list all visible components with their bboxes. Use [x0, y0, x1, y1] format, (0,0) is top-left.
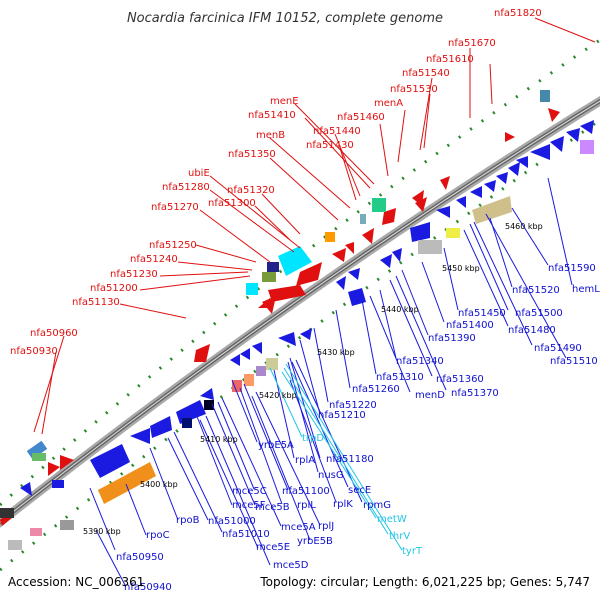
gene-label[interactable]: yrbE5B [297, 536, 333, 547]
gene-label[interactable]: yrbE5A [258, 440, 294, 451]
gene-label[interactable]: nfa51130 [72, 297, 120, 308]
kbp-scale: 5390 kbp 5400 kbp 5410 kbp 5420 kbp 5430… [83, 222, 543, 536]
gene-label[interactable]: nfa51670 [448, 38, 496, 49]
gene-label[interactable]: metW [377, 514, 407, 525]
gene-label[interactable]: rplA [295, 455, 315, 466]
gene-label[interactable]: menB [256, 130, 285, 141]
gene-label[interactable]: nfa51430 [306, 140, 354, 151]
gene-label[interactable]: nfa51200 [90, 283, 138, 294]
gene-label[interactable]: nfa51590 [548, 263, 596, 274]
map-title: Nocardia farcinica IFM 10152, complete g… [127, 11, 443, 26]
gene-label[interactable]: tyrT [402, 546, 423, 557]
gene-label[interactable]: nfa51520 [512, 285, 560, 296]
gene-label[interactable]: nfa51010 [222, 529, 270, 540]
kbp-tick-label: 5420 kbp [259, 391, 297, 400]
gene-label[interactable]: hemL [572, 284, 600, 295]
kbp-tick-label: 5410 kbp [200, 435, 238, 444]
kbp-tick-label: 5400 kbp [140, 480, 178, 489]
gene-label[interactable]: thrV [389, 531, 410, 542]
dotted-track-outer [0, 38, 600, 572]
gene-label[interactable]: nfa51260 [352, 384, 400, 395]
gene-label[interactable]: nfa51350 [228, 149, 276, 160]
gene-label[interactable]: nfa51540 [402, 68, 450, 79]
gene-label[interactable]: rplJ [318, 521, 334, 532]
kbp-tick-label: 5430 kbp [317, 348, 355, 357]
gene-label[interactable]: nfa51480 [508, 325, 556, 336]
gene-label[interactable]: nfa51440 [313, 126, 361, 137]
gene-label[interactable]: nfa51370 [451, 388, 499, 399]
gene-label[interactable]: nfa51210 [318, 410, 366, 421]
kbp-tick-label: 5390 kbp [83, 527, 121, 536]
gene-label[interactable]: nfa51820 [494, 8, 542, 19]
gene-label[interactable]: secE [348, 485, 371, 496]
rna-leader-lines [269, 363, 403, 551]
gene-label[interactable]: nfa51280 [162, 182, 210, 193]
gene-label[interactable]: nfa51410 [248, 110, 296, 121]
gene-label[interactable]: rpoB [176, 515, 200, 526]
gene-label[interactable]: menA [374, 98, 403, 109]
gene-label[interactable]: nfa51450 [458, 308, 506, 319]
gene-label[interactable]: mce5D [273, 560, 309, 571]
feature-boxes-bottom [8, 140, 594, 550]
forward-gene-track [0, 108, 560, 526]
gene-label[interactable]: rplL [297, 500, 316, 511]
gene-label[interactable]: nfa51240 [130, 254, 178, 265]
gene-label[interactable]: mce5F [232, 500, 266, 511]
gene-label[interactable]: nfa50950 [116, 552, 164, 563]
gene-label[interactable]: nfa51310 [376, 372, 424, 383]
gene-label[interactable]: nfa51100 [282, 486, 330, 497]
gene-label[interactable]: nfa51390 [428, 333, 476, 344]
gene-label[interactable]: nfa51000 [208, 516, 256, 527]
kbp-tick-label: 5440 kbp [381, 305, 419, 314]
gene-label[interactable]: nfa51530 [390, 84, 438, 95]
gene-label[interactable]: menE [270, 96, 299, 107]
gene-label[interactable]: rpoC [146, 530, 170, 541]
gene-label[interactable]: nfa51610 [426, 54, 474, 65]
gene-label[interactable]: mce5E [256, 542, 290, 553]
gene-label[interactable]: nfa51460 [337, 112, 385, 123]
kbp-tick-label: 5450 kbp [442, 264, 480, 273]
gene-label[interactable]: nfa51500 [515, 308, 563, 319]
gene-label[interactable]: nfa51220 [329, 400, 377, 411]
gene-label[interactable]: nusG [318, 470, 344, 481]
feature-boxes-top [26, 90, 550, 461]
gene-label[interactable]: mce5A [281, 522, 316, 533]
gene-label[interactable]: ubiE [188, 168, 210, 179]
genome-info-label: Topology: circular; Length: 6,021,225 bp… [259, 575, 590, 589]
kbp-tick-label: 5460 kbp [505, 222, 543, 231]
gene-label[interactable]: nfa51340 [396, 356, 444, 367]
gene-label[interactable]: rplK [333, 499, 353, 510]
gene-label[interactable]: rpmG [363, 500, 391, 511]
gene-label[interactable]: nfa51360 [436, 374, 484, 385]
accession-label: Accession: NC_006361 [8, 575, 144, 589]
gene-label[interactable]: nfa50940 [124, 582, 172, 593]
gene-label[interactable]: nfa51400 [446, 320, 494, 331]
gene-label[interactable]: nfa51490 [534, 343, 582, 354]
gene-label[interactable]: mce5B [255, 502, 290, 513]
gene-label[interactable]: nfa51320 [227, 185, 275, 196]
bottom-leader-lines [89, 177, 573, 586]
gene-label[interactable]: nfa50930 [10, 346, 58, 357]
top-leader-lines [33, 17, 596, 435]
genome-backbone [0, 95, 600, 528]
top-gene-labels: nfa51820 nfa51670 nfa51610 nfa51540 nfa5… [10, 8, 542, 357]
gene-label[interactable]: nfa51510 [550, 356, 598, 367]
gene-label[interactable]: nfa50960 [30, 328, 78, 339]
gene-label[interactable]: menD [415, 390, 445, 401]
gene-label[interactable]: nfa51180 [326, 454, 374, 465]
gene-label[interactable]: trpD [302, 433, 324, 444]
gene-label[interactable]: nfa51250 [149, 240, 197, 251]
bottom-gene-labels: hemL nfa51590 nfa51520 nfa51500 nfa51480… [116, 263, 600, 593]
gene-label[interactable]: nfa51270 [151, 202, 199, 213]
gene-label[interactable]: nfa51230 [110, 269, 158, 280]
gene-label[interactable]: mce5C [232, 486, 267, 497]
gene-label[interactable]: nfa51300 [208, 198, 256, 209]
reverse-gene-track [0, 120, 594, 518]
